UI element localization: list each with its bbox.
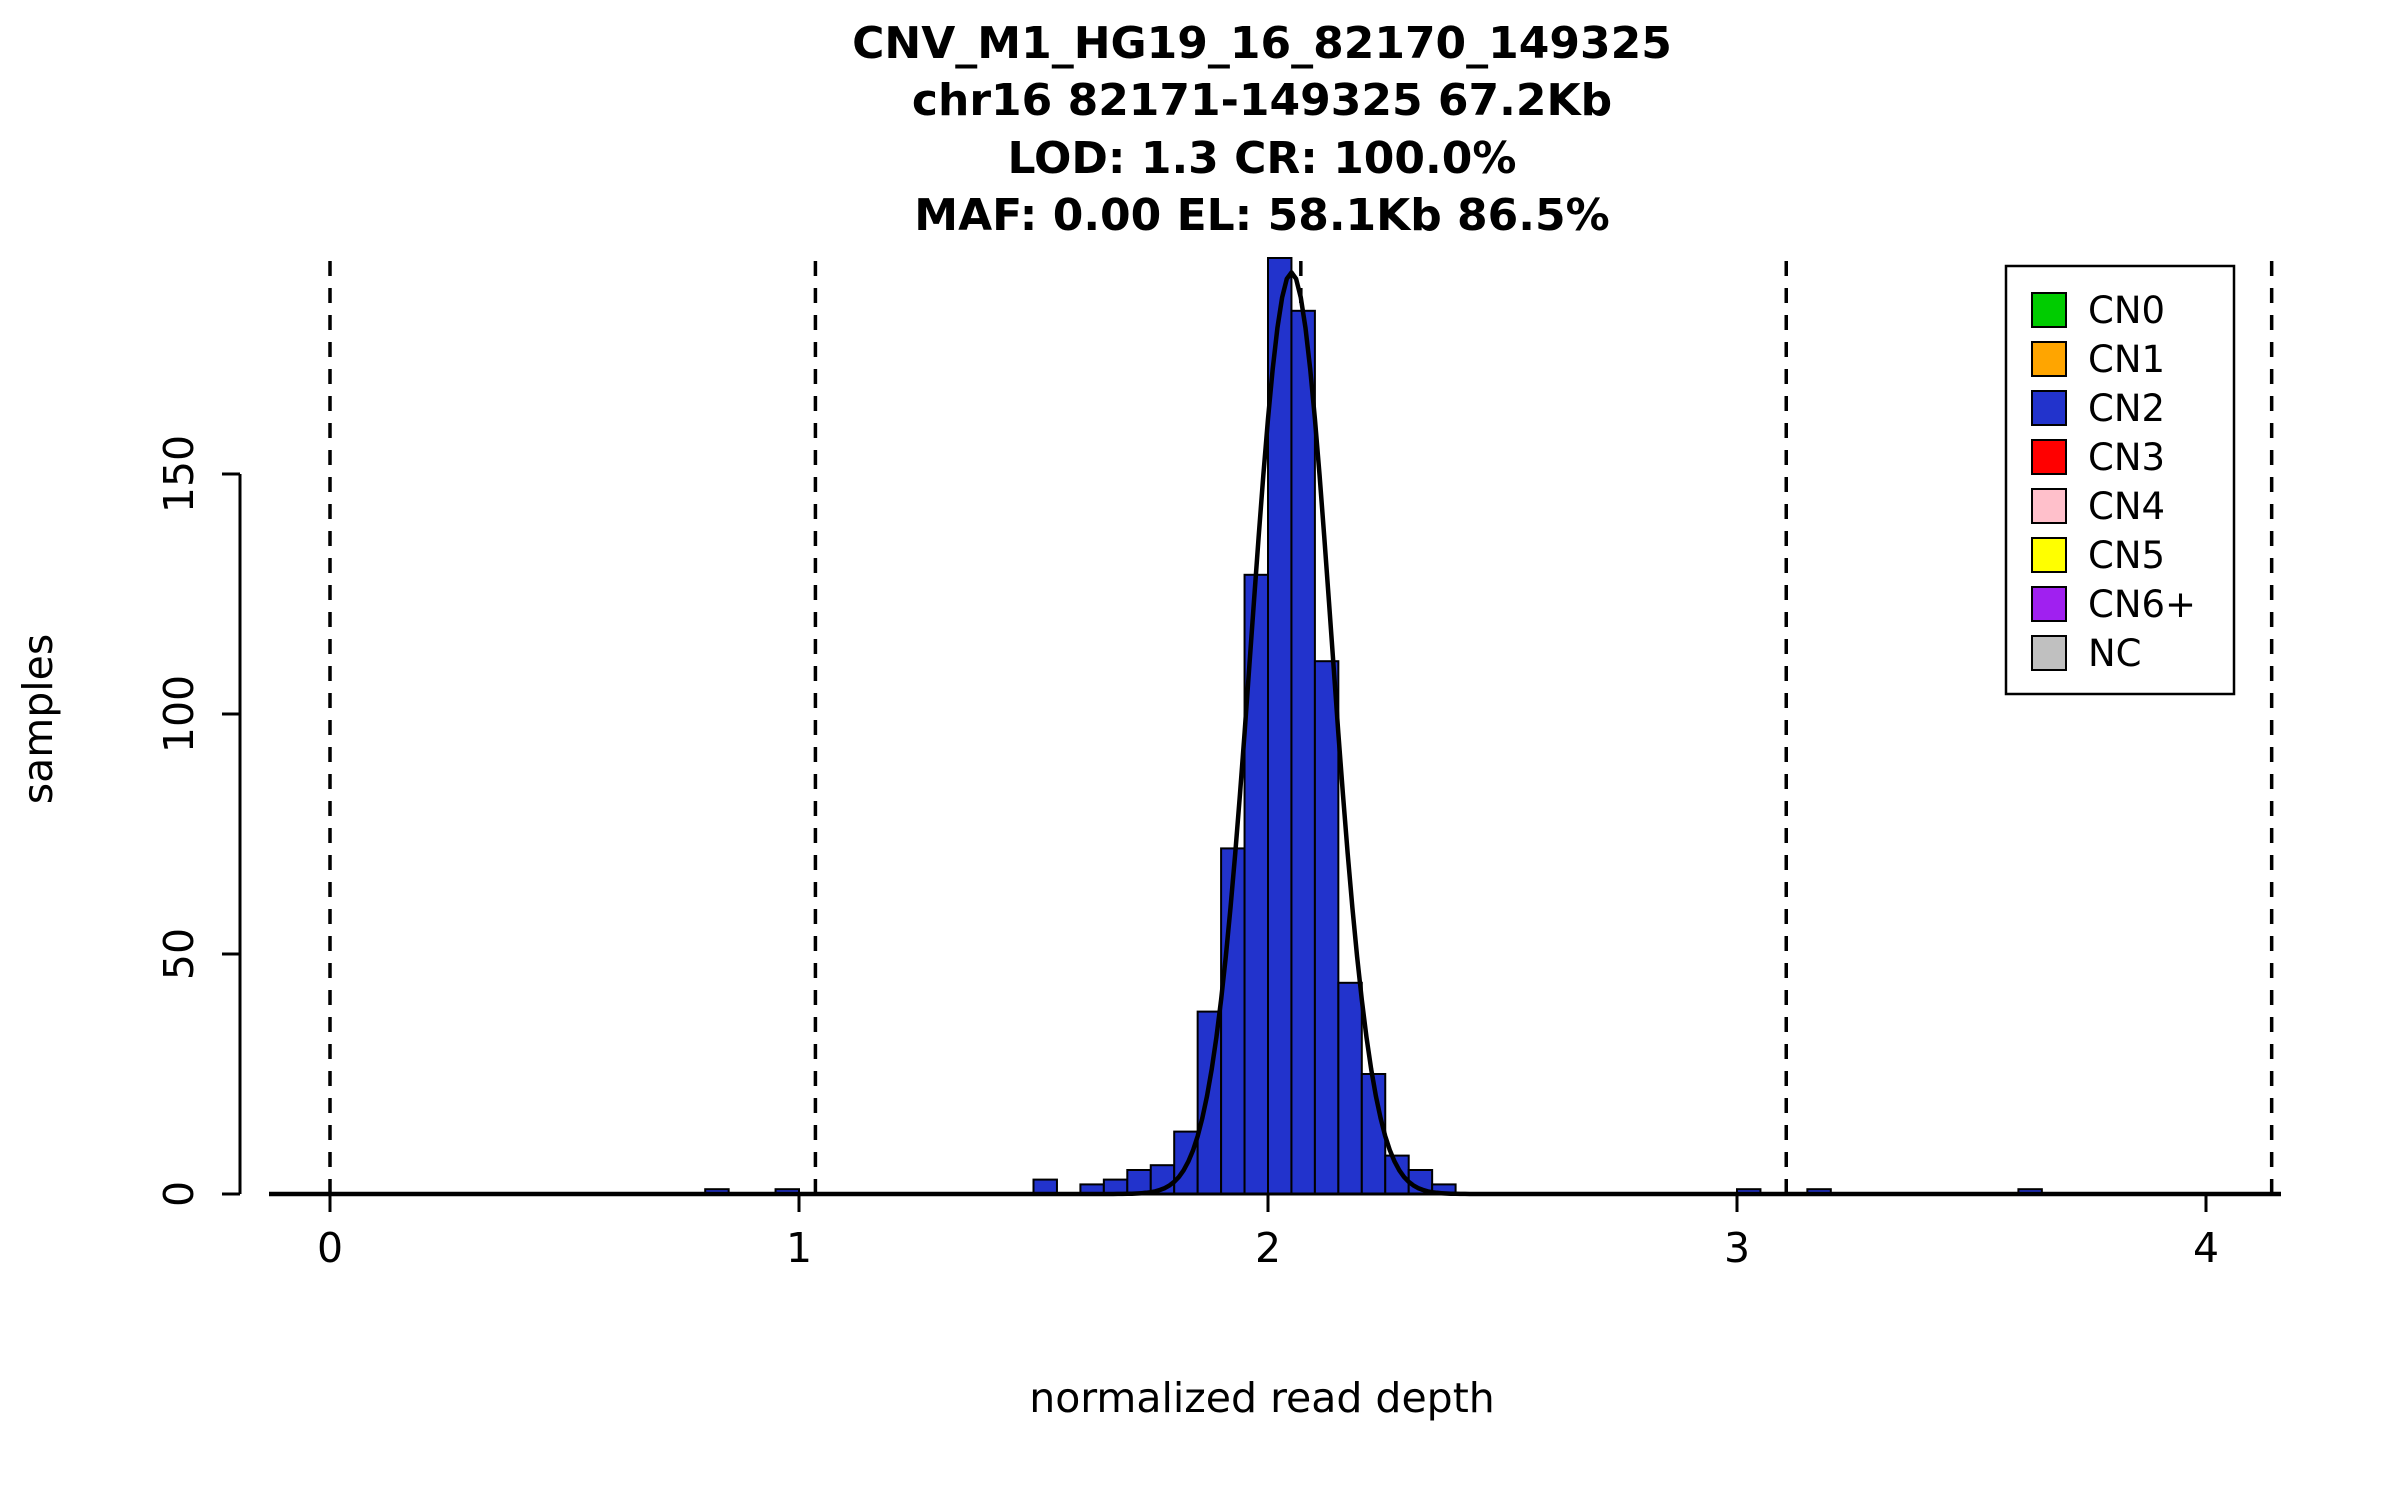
- histogram-bar: [1313, 660, 1340, 1195]
- histogram-bar: [1290, 309, 1316, 1195]
- legend-label: CN5: [2088, 534, 2165, 577]
- y-tick-label: 0: [155, 1181, 203, 1207]
- plot-area: 0 1 2 3 4 0 50 100 150: [155, 257, 2281, 1272]
- title-block: CNV_M1_HG19_16_82170_149325 chr16 82171-…: [852, 18, 1672, 241]
- legend-label: CN4: [2088, 485, 2165, 528]
- x-tick-label: 0: [317, 1224, 343, 1272]
- legend-box: [2004, 264, 2236, 696]
- legend-swatch-cn5: [2031, 537, 2067, 573]
- legend-label: CN0: [2088, 289, 2165, 332]
- legend-swatch-cn4: [2031, 488, 2067, 524]
- y-tick-label: 100: [155, 675, 203, 753]
- x-tick-label: 2: [1255, 1224, 1281, 1272]
- histogram-bar: [1337, 981, 1363, 1195]
- legend: CN0 CN1 CN2 CN3 CN4 CN5 CN6+ NC: [2004, 264, 2236, 696]
- y-tick-label: 50: [155, 928, 203, 980]
- x-tick-label: 1: [786, 1224, 812, 1272]
- legend-label: CN6+: [2088, 583, 2196, 626]
- title-line-3: LOD: 1.3 CR: 100.0%: [1008, 133, 1517, 184]
- x-tick-label: 4: [2193, 1224, 2219, 1272]
- legend-swatch-cn1: [2031, 341, 2067, 377]
- y-tick-label: 150: [155, 435, 203, 513]
- x-axis-label: normalized read depth: [1029, 1374, 1495, 1422]
- title-line-1: CNV_M1_HG19_16_82170_149325: [852, 18, 1672, 69]
- legend-label: CN1: [2088, 338, 2165, 381]
- x-tick-label: 3: [1724, 1224, 1750, 1272]
- title-line-4: MAF: 0.00 EL: 58.1Kb 86.5%: [914, 190, 1609, 241]
- legend-label: CN2: [2088, 387, 2165, 430]
- y-axis-label: samples: [14, 634, 62, 804]
- legend-swatch-cn0: [2031, 292, 2067, 328]
- legend-swatch-cn6+: [2031, 586, 2067, 622]
- legend-label: NC: [2088, 632, 2142, 675]
- legend-swatch-nc: [2031, 635, 2067, 671]
- legend-swatch-cn3: [2031, 439, 2067, 475]
- legend-label: CN3: [2088, 436, 2165, 479]
- title-line-2: chr16 82171-149325 67.2Kb: [912, 75, 1612, 126]
- legend-swatch-cn2: [2031, 390, 2067, 426]
